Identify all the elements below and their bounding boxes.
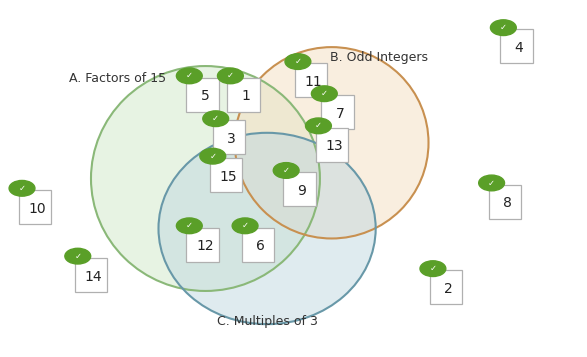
Circle shape bbox=[491, 20, 517, 36]
Text: 10: 10 bbox=[29, 202, 46, 216]
FancyBboxPatch shape bbox=[227, 78, 259, 111]
Text: 15: 15 bbox=[220, 170, 237, 184]
Text: ✓: ✓ bbox=[210, 152, 216, 161]
Text: 8: 8 bbox=[502, 196, 512, 211]
Circle shape bbox=[311, 86, 337, 101]
Circle shape bbox=[420, 261, 446, 276]
Text: 7: 7 bbox=[336, 107, 344, 121]
FancyBboxPatch shape bbox=[75, 258, 107, 292]
Text: ✓: ✓ bbox=[500, 23, 507, 32]
Circle shape bbox=[285, 54, 311, 69]
FancyBboxPatch shape bbox=[212, 121, 245, 154]
Text: ✓: ✓ bbox=[488, 178, 495, 187]
Text: ✓: ✓ bbox=[283, 166, 289, 175]
Text: 6: 6 bbox=[256, 239, 265, 253]
FancyBboxPatch shape bbox=[186, 228, 218, 261]
Text: 5: 5 bbox=[201, 89, 209, 104]
Circle shape bbox=[176, 218, 202, 234]
FancyBboxPatch shape bbox=[186, 78, 218, 111]
Text: ✓: ✓ bbox=[19, 184, 25, 193]
Text: 2: 2 bbox=[444, 282, 453, 296]
Circle shape bbox=[65, 248, 90, 264]
FancyBboxPatch shape bbox=[322, 95, 353, 129]
Text: 13: 13 bbox=[325, 139, 343, 154]
Text: ✓: ✓ bbox=[242, 221, 248, 230]
Circle shape bbox=[273, 163, 299, 178]
Circle shape bbox=[9, 181, 35, 196]
Ellipse shape bbox=[91, 66, 320, 291]
Circle shape bbox=[217, 68, 243, 84]
FancyBboxPatch shape bbox=[488, 185, 521, 218]
Text: ✓: ✓ bbox=[75, 252, 81, 261]
FancyBboxPatch shape bbox=[316, 128, 348, 161]
Circle shape bbox=[200, 149, 225, 164]
FancyBboxPatch shape bbox=[430, 271, 463, 304]
FancyBboxPatch shape bbox=[295, 64, 328, 97]
Text: ✓: ✓ bbox=[295, 57, 301, 66]
Circle shape bbox=[203, 111, 228, 127]
Ellipse shape bbox=[235, 47, 429, 238]
Text: 9: 9 bbox=[297, 184, 306, 198]
Text: 12: 12 bbox=[196, 239, 214, 253]
FancyBboxPatch shape bbox=[210, 158, 242, 192]
Text: ✓: ✓ bbox=[227, 71, 234, 80]
Text: ✓: ✓ bbox=[321, 89, 328, 98]
Text: 11: 11 bbox=[305, 75, 322, 89]
Text: 3: 3 bbox=[227, 132, 235, 146]
Text: ✓: ✓ bbox=[430, 264, 436, 273]
FancyBboxPatch shape bbox=[500, 29, 533, 64]
Text: ✓: ✓ bbox=[212, 114, 219, 123]
Text: ✓: ✓ bbox=[186, 71, 193, 80]
FancyBboxPatch shape bbox=[283, 172, 316, 206]
Text: B. Odd Integers: B. Odd Integers bbox=[330, 51, 427, 64]
Text: ✓: ✓ bbox=[315, 121, 322, 130]
Text: 1: 1 bbox=[241, 89, 251, 104]
Ellipse shape bbox=[158, 133, 376, 324]
Text: C. Multiples of 3: C. Multiples of 3 bbox=[217, 315, 318, 328]
FancyBboxPatch shape bbox=[242, 228, 274, 261]
Circle shape bbox=[176, 68, 202, 84]
Text: 14: 14 bbox=[85, 270, 102, 284]
Circle shape bbox=[232, 218, 258, 234]
Text: 4: 4 bbox=[515, 41, 523, 55]
Circle shape bbox=[305, 118, 331, 134]
Circle shape bbox=[479, 175, 505, 191]
FancyBboxPatch shape bbox=[19, 190, 52, 224]
Text: ✓: ✓ bbox=[186, 221, 193, 230]
Text: A. Factors of 15: A. Factors of 15 bbox=[69, 72, 166, 85]
